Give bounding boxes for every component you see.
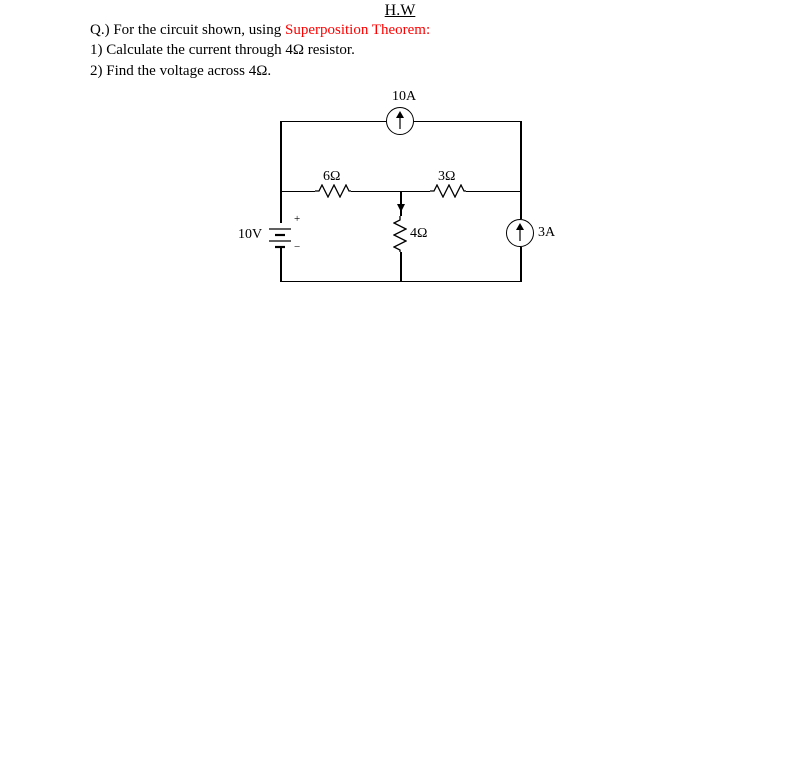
wire	[351, 191, 400, 193]
wire	[520, 191, 522, 219]
minus-sign: −	[294, 241, 300, 253]
wire	[466, 191, 521, 193]
circuit-diagram: 10A 6Ω 3Ω	[210, 91, 590, 321]
hw-title: H.W	[90, 0, 710, 20]
q-label: Q.)	[90, 22, 110, 38]
resistor-4ohm	[393, 216, 407, 252]
resistor-3ohm	[430, 184, 466, 198]
question-block: Q.) For the circuit shown, using Superpo…	[90, 20, 710, 81]
label-r-left: 6Ω	[323, 169, 340, 185]
wire	[280, 191, 315, 193]
wire	[280, 121, 282, 191]
q-part1: 1) Calculate the current through 4Ω resi…	[90, 42, 355, 58]
current-arrow-icon	[507, 220, 533, 246]
wire	[280, 248, 282, 282]
label-vsrc: 10V	[238, 227, 262, 243]
wire	[520, 121, 522, 191]
label-r-mid: 4Ω	[410, 226, 427, 242]
label-i-top: 10A	[392, 89, 416, 105]
label-i-right: 3A	[538, 225, 555, 241]
current-source-top	[386, 107, 414, 135]
wire	[400, 252, 402, 282]
q-part2: 2) Find the voltage across 4Ω.	[90, 63, 271, 79]
wire	[280, 281, 521, 283]
resistor-6ohm	[315, 184, 351, 198]
page: H.W Q.) For the circuit shown, using Sup…	[0, 0, 800, 776]
theorem-name: Superposition Theorem:	[285, 22, 430, 38]
q-intro: For the circuit shown, using	[110, 22, 285, 38]
current-source-right	[506, 219, 534, 247]
wire	[280, 191, 282, 223]
content: H.W Q.) For the circuit shown, using Sup…	[0, 0, 800, 321]
wire	[400, 192, 402, 216]
current-arrow-icon	[387, 108, 413, 134]
wire	[414, 121, 520, 123]
plus-sign: +	[294, 213, 300, 225]
wire	[520, 247, 522, 282]
wire	[280, 121, 386, 123]
label-r-right: 3Ω	[438, 169, 455, 185]
